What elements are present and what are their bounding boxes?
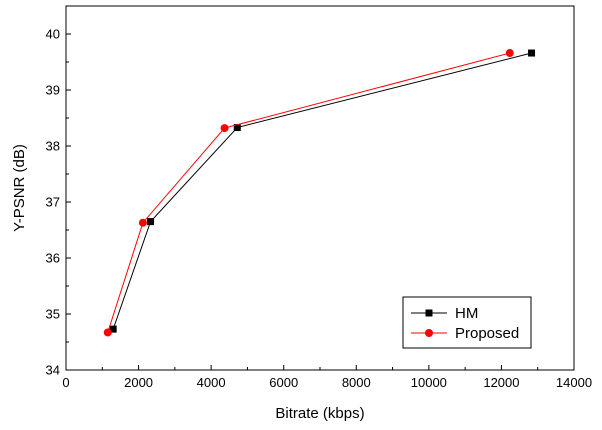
x-axis-label: Bitrate (kbps) — [275, 405, 364, 422]
data-point-proposed — [138, 218, 147, 227]
series-layer — [103, 49, 536, 337]
x-tick-label: 8000 — [342, 375, 371, 390]
y-axis-ticks: 34 35 36 37 38 39 40 — [46, 5, 71, 378]
legend-hm-marker — [425, 309, 433, 317]
data-point-proposed — [103, 328, 112, 337]
data-point-proposed — [505, 49, 514, 58]
legend-hm-label: HM — [455, 305, 478, 322]
x-tick-label: 12000 — [483, 375, 519, 390]
data-point-hm — [528, 49, 536, 57]
data-point-hm — [109, 325, 117, 333]
y-tick-label: 36 — [46, 251, 60, 266]
y-tick-label: 39 — [46, 83, 60, 98]
y-tick-label: 38 — [46, 139, 60, 154]
x-tick-label: 0 — [62, 375, 69, 390]
y-tick-label: 40 — [46, 27, 60, 42]
data-point-hm — [147, 218, 155, 226]
x-tick-label: 2000 — [124, 375, 153, 390]
x-tick-label: 6000 — [269, 375, 298, 390]
series-line-hm — [112, 52, 532, 330]
y-tick-label: 34 — [46, 363, 60, 378]
series-line-proposed — [107, 52, 510, 333]
legend: HM Proposed — [402, 296, 532, 349]
x-tick-label: 14000 — [556, 375, 592, 390]
data-point-hm — [233, 124, 241, 132]
x-tick-label: 4000 — [197, 375, 226, 390]
data-point-proposed — [220, 124, 229, 133]
legend-proposed-marker — [425, 329, 433, 337]
x-axis-ticks: 0 2000 4000 6000 8000 10000 12000 14000 — [62, 365, 592, 390]
y-axis-label: Y-PSNR (dB) — [11, 144, 28, 232]
x-tick-label: 10000 — [411, 375, 447, 390]
legend-proposed-label: Proposed — [455, 325, 519, 342]
y-tick-label: 37 — [46, 195, 60, 210]
legend-box — [402, 296, 532, 349]
y-tick-label: 35 — [46, 307, 60, 322]
